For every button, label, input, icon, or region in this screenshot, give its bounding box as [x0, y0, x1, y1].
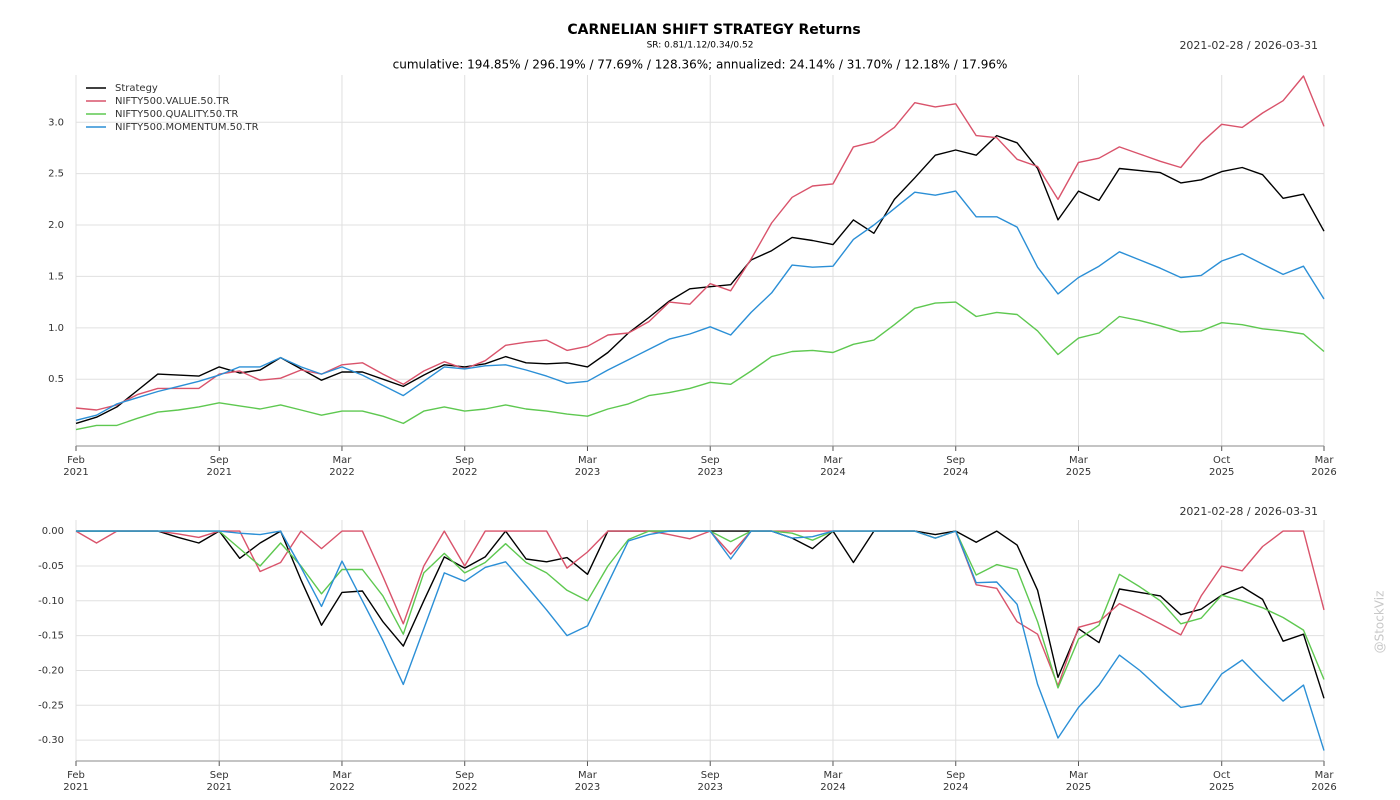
x-tick-label: Feb 2021	[63, 770, 88, 793]
chart-title: CARNELIAN SHIFT STRATEGY Returns	[567, 22, 860, 38]
annotation: cumulative: 194.85% / 296.19% / 77.69% /…	[393, 58, 1008, 72]
y-tick-label: 1.0	[48, 323, 64, 334]
legend-label: Strategy	[115, 83, 158, 94]
x-tick-label: Sep 2023	[698, 770, 723, 793]
x-tick-label: Mar 2025	[1066, 770, 1091, 793]
x-tick-label: Mar 2026	[1311, 455, 1336, 478]
x-tick-label: Mar 2025	[1066, 455, 1091, 478]
series-line	[75, 190, 1325, 421]
x-tick-label: Sep 2024	[943, 455, 968, 478]
y-tick-label: 3.0	[48, 117, 64, 128]
x-tick-label: Sep 2021	[206, 770, 231, 793]
date-range: 2021-02-28 / 2026-03-31	[1179, 39, 1318, 52]
y-tick-label: 1.5	[48, 271, 64, 282]
date-range: 2021-02-28 / 2026-03-31	[1179, 505, 1318, 518]
legend-label: NIFTY500.MOMENTUM.50.TR	[115, 122, 259, 133]
x-tick-label: Mar 2026	[1311, 770, 1336, 793]
y-tick-label: 2.0	[48, 220, 64, 231]
series-line	[76, 530, 1325, 751]
x-tick-label: Oct 2025	[1209, 455, 1234, 478]
x-tick-label: Mar 2022	[329, 770, 354, 793]
x-tick-label: Mar 2024	[820, 455, 845, 478]
y-tick-label: 2.5	[48, 169, 64, 180]
chart-subtitle: SR: 0.81/1.12/0.34/0.52	[647, 41, 754, 51]
legend-label: NIFTY500.QUALITY.50.TR	[115, 109, 238, 120]
x-tick-label: Feb 2021	[63, 455, 88, 478]
x-tick-label: Sep 2022	[452, 770, 477, 793]
y-tick-label: -0.30	[38, 735, 64, 746]
x-tick-label: Sep 2021	[206, 455, 231, 478]
y-tick-label: -0.05	[38, 561, 64, 572]
watermark: @StockViz	[1373, 591, 1387, 654]
y-tick-label: 0.00	[42, 526, 64, 537]
y-tick-label: -0.10	[38, 596, 64, 607]
y-tick-label: -0.15	[38, 631, 64, 642]
x-tick-label: Mar 2022	[329, 455, 354, 478]
y-tick-label: 0.5	[48, 374, 64, 385]
series-line	[75, 301, 1325, 431]
y-tick-label: -0.25	[38, 700, 64, 711]
x-tick-label: Mar 2023	[575, 770, 600, 793]
x-tick-label: Sep 2024	[943, 770, 968, 793]
series-line	[75, 530, 1325, 687]
x-tick-label: Oct 2025	[1209, 770, 1234, 793]
series-line	[75, 75, 1325, 411]
x-tick-label: Mar 2024	[820, 770, 845, 793]
y-tick-label: -0.20	[38, 665, 64, 676]
x-tick-label: Mar 2023	[575, 455, 600, 478]
x-tick-label: Sep 2022	[452, 455, 477, 478]
legend-label: NIFTY500.VALUE.50.TR	[115, 96, 229, 107]
x-tick-label: Sep 2023	[698, 455, 723, 478]
